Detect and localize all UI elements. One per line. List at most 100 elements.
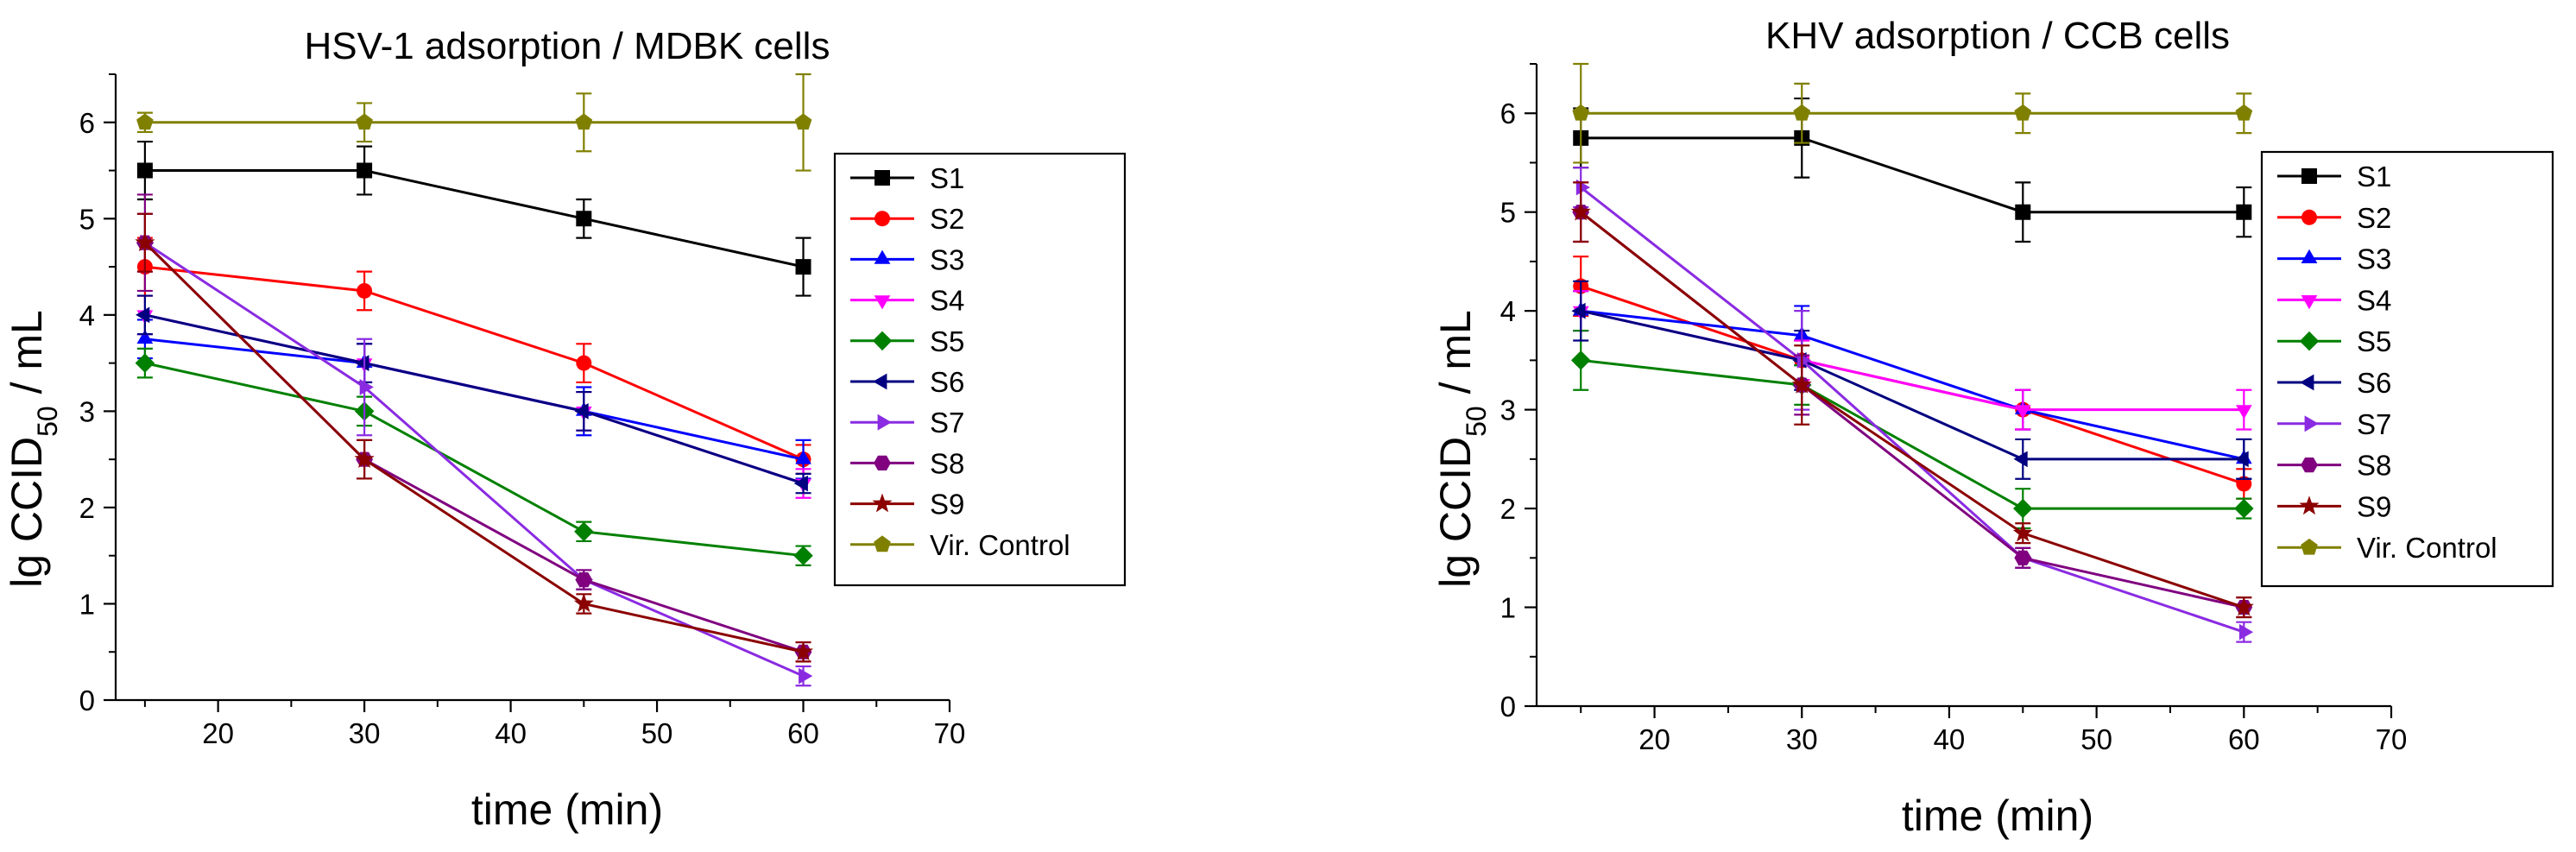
legend-label: S7: [2357, 408, 2391, 440]
legend-item: S9: [850, 489, 964, 521]
x-tick-label: 50: [2080, 723, 2112, 755]
x-tick-label: 50: [641, 717, 673, 749]
data-point: [2234, 498, 2254, 519]
legend: S1 S2 S3 S4 S5 S6 S7 S8 S9 Vir. Control: [2260, 150, 2554, 588]
series-s1: [136, 140, 811, 297]
series-line: [144, 313, 804, 485]
data-point: [1791, 374, 1812, 394]
data-point: [2233, 596, 2254, 616]
series-line: [144, 338, 804, 461]
series-line: [144, 265, 805, 461]
x-tick-label: 20: [1638, 723, 1670, 755]
data-point: [135, 353, 155, 373]
series-line: [1581, 136, 2245, 214]
legend-label: S6: [2357, 367, 2391, 399]
data-point: [1793, 104, 1811, 121]
series-s7: [136, 212, 813, 687]
data-point: [136, 306, 150, 324]
y-axis-label-subscript: 50: [32, 406, 63, 437]
series-s9: [1570, 181, 2254, 619]
data-point: [356, 113, 373, 130]
y-tick-label: 2: [1500, 493, 1516, 525]
data-point: [573, 593, 594, 613]
data-point: [2014, 550, 2032, 565]
legend-item: S3: [2277, 243, 2391, 275]
data-point: [575, 113, 593, 130]
legend-label: S3: [930, 243, 964, 275]
x-tick-label: 20: [202, 717, 234, 749]
series-vir-control: [136, 73, 812, 172]
data-point: [793, 475, 808, 492]
data-point: [795, 450, 811, 464]
data-point: [355, 355, 369, 371]
series-vir-control: [1572, 62, 2253, 164]
legend-label: S1: [2357, 161, 2391, 192]
legend-item: S6: [2277, 367, 2391, 399]
y-tick-label: 3: [79, 395, 95, 427]
legend-item: S5: [850, 325, 964, 357]
legend-label: S9: [930, 489, 964, 521]
data-point: [576, 211, 592, 227]
data-point: [1572, 104, 1590, 121]
data-point: [2236, 204, 2252, 220]
series-s8: [1572, 181, 2253, 619]
legend-label: Vir. Control: [930, 529, 1070, 561]
legend-marker: [2301, 458, 2318, 473]
plot-area: 20 30 40 50 60 70 0 1 2 3 4 5 6: [79, 73, 965, 749]
legend-marker: [2300, 374, 2314, 391]
legend-marker: [874, 170, 890, 186]
legend-item: S8: [2277, 450, 2391, 482]
data-point: [136, 162, 153, 179]
legend-label: S5: [930, 325, 964, 357]
y-tick-label: 5: [1500, 197, 1516, 229]
y-tick-label: 0: [1500, 691, 1516, 723]
data-point: [574, 521, 594, 542]
legend-item: S9: [2277, 490, 2391, 522]
x-tick-label: 60: [2228, 723, 2260, 755]
y-tick-label: 1: [1500, 592, 1516, 624]
legend-label: S3: [2357, 243, 2391, 275]
series-s9: [135, 212, 814, 663]
data-point: [354, 449, 375, 468]
x-tick-label: 40: [1934, 723, 1966, 755]
legend-item: S4: [850, 285, 964, 317]
data-point: [576, 355, 592, 371]
series-line: [143, 242, 804, 653]
data-point: [357, 282, 373, 299]
x-tick-label: 60: [787, 717, 819, 749]
data-point: [359, 379, 374, 395]
legend-marker: [874, 249, 891, 264]
y-tick-label: 5: [79, 203, 95, 235]
legend-marker: [874, 211, 890, 227]
legend-marker: [2299, 331, 2320, 351]
legend-label: S2: [930, 203, 964, 235]
series-s6: [1571, 280, 2252, 480]
legend-marker: [873, 373, 887, 390]
legend-item: S5: [2277, 325, 2391, 357]
data-point: [793, 641, 814, 661]
series-s3: [136, 319, 811, 480]
series-line: [1580, 211, 2245, 609]
legend-item: S2: [2277, 202, 2391, 234]
legend-item: S8: [850, 447, 964, 479]
x-tick-label: 30: [1786, 723, 1818, 755]
legend-marker: [874, 295, 891, 310]
legend-label: S1: [930, 162, 964, 194]
legend-marker: [874, 535, 891, 552]
legend-marker: [877, 413, 892, 431]
legend: S1 S2 S3 S4 S5 S6 S7 S8 S9 Vir. Control: [833, 152, 1127, 587]
legend-marker: [2299, 495, 2320, 515]
legend-item: S1: [2277, 161, 2391, 192]
data-point: [2014, 104, 2032, 121]
series-line: [1581, 309, 2245, 461]
legend-label: S4: [930, 285, 964, 317]
legend-label: S5: [2357, 325, 2391, 357]
data-point: [2013, 498, 2033, 519]
y-tick-label: 6: [79, 107, 95, 139]
legend-label: S9: [2357, 490, 2391, 522]
legend-marker: [872, 331, 893, 351]
y-axis-label: lg CCID50 / mL: [1431, 310, 1492, 588]
y-axis-label-tail: / mL: [3, 310, 51, 406]
series-line: [143, 242, 804, 653]
data-point: [2234, 451, 2249, 468]
